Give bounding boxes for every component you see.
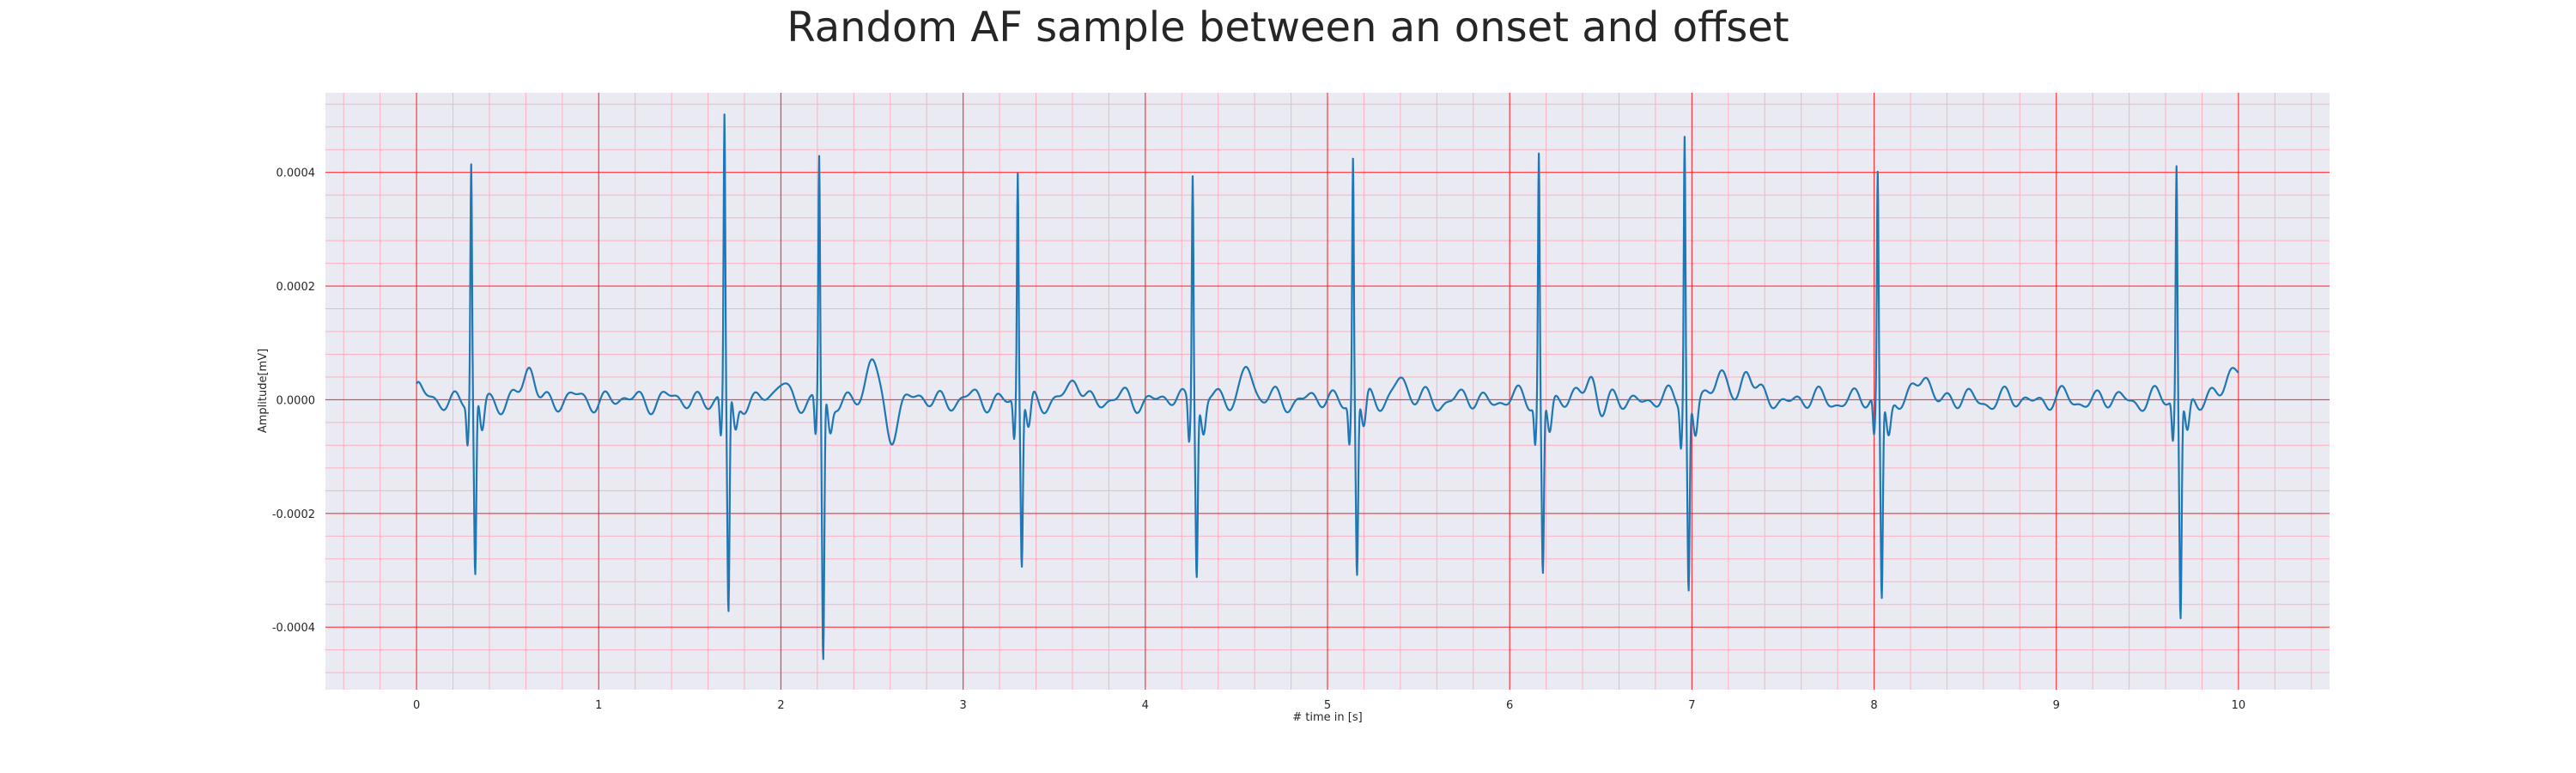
x-axis: 0 1 2 3 4 5 6 7 8 9 10 xyxy=(413,699,2245,712)
x-tick-label: 3 xyxy=(959,699,966,712)
y-tick-label: -0.0004 xyxy=(272,622,315,635)
x-tick-label: 9 xyxy=(2053,699,2060,712)
y-tick-label: -0.0002 xyxy=(272,508,315,521)
x-tick-label: 5 xyxy=(1324,699,1331,712)
y-tick-label: 0.0004 xyxy=(276,167,316,180)
x-tick-label: 1 xyxy=(595,699,602,712)
x-tick-label: 0 xyxy=(413,699,420,712)
x-tick-label: 10 xyxy=(2232,699,2246,712)
x-tick-label: 7 xyxy=(1688,699,1695,712)
y-tick-label: 0.0000 xyxy=(276,394,316,407)
x-tick-label: 6 xyxy=(1506,699,1513,712)
x-axis-label: # time in [s] xyxy=(1292,711,1362,724)
y-axis-label: Amplitude[mV] xyxy=(257,349,270,433)
ecg-series-line xyxy=(416,113,2239,660)
y-axis: -0.0004 -0.0002 0.0000 0.0002 0.0004 xyxy=(272,167,315,636)
x-tick-label: 8 xyxy=(1870,699,1877,712)
x-tick-label: 4 xyxy=(1142,699,1149,712)
y-tick-label: 0.0002 xyxy=(276,281,316,294)
x-tick-label: 2 xyxy=(777,699,784,712)
chart-title: Random AF sample between an onset and of… xyxy=(787,3,1789,52)
